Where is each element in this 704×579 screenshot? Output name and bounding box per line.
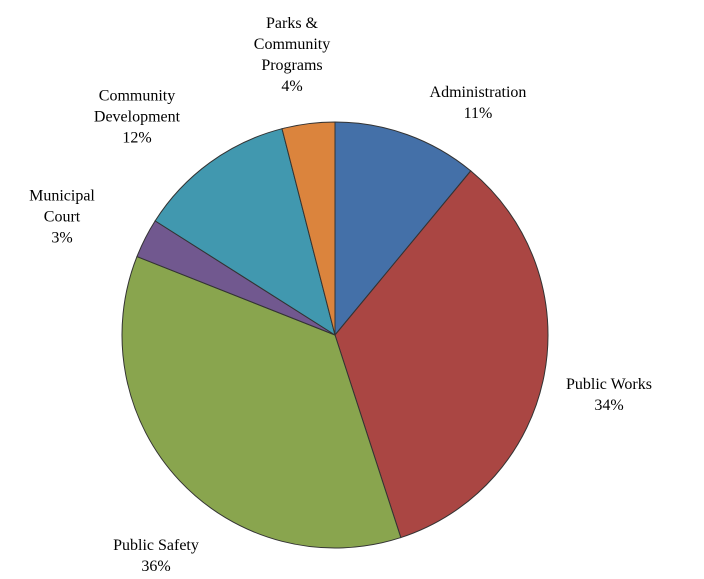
pie-slice bbox=[334, 170, 549, 539]
pie-slice bbox=[334, 121, 472, 337]
slice-label: Community Development 12% bbox=[72, 86, 202, 149]
category-label: Administration bbox=[429, 84, 527, 101]
slice-label: Administration 11% bbox=[398, 82, 558, 124]
slice-label: Public Works 34% bbox=[544, 374, 674, 416]
value-label: 4% bbox=[281, 78, 303, 95]
category-label: Public Works bbox=[566, 376, 652, 393]
pie-slice bbox=[121, 255, 402, 549]
category-label: Public Safety bbox=[113, 537, 199, 554]
value-label: 11% bbox=[463, 105, 493, 122]
pie-slice bbox=[154, 128, 336, 337]
value-label: 36% bbox=[141, 558, 171, 575]
value-label: 12% bbox=[122, 129, 152, 147]
category-label: Community Development bbox=[93, 87, 181, 126]
pie-slice bbox=[281, 121, 336, 336]
slice-label: Public Safety 36% bbox=[91, 535, 221, 577]
slice-label: Parks & Community Programs 4% bbox=[242, 13, 342, 97]
value-label: 34% bbox=[594, 397, 624, 414]
value-label: 3% bbox=[51, 229, 73, 247]
slice-label: Municipal Court 3% bbox=[12, 186, 112, 249]
category-label: Parks & Community Programs bbox=[253, 15, 331, 74]
category-label: Municipal Court bbox=[29, 187, 95, 226]
